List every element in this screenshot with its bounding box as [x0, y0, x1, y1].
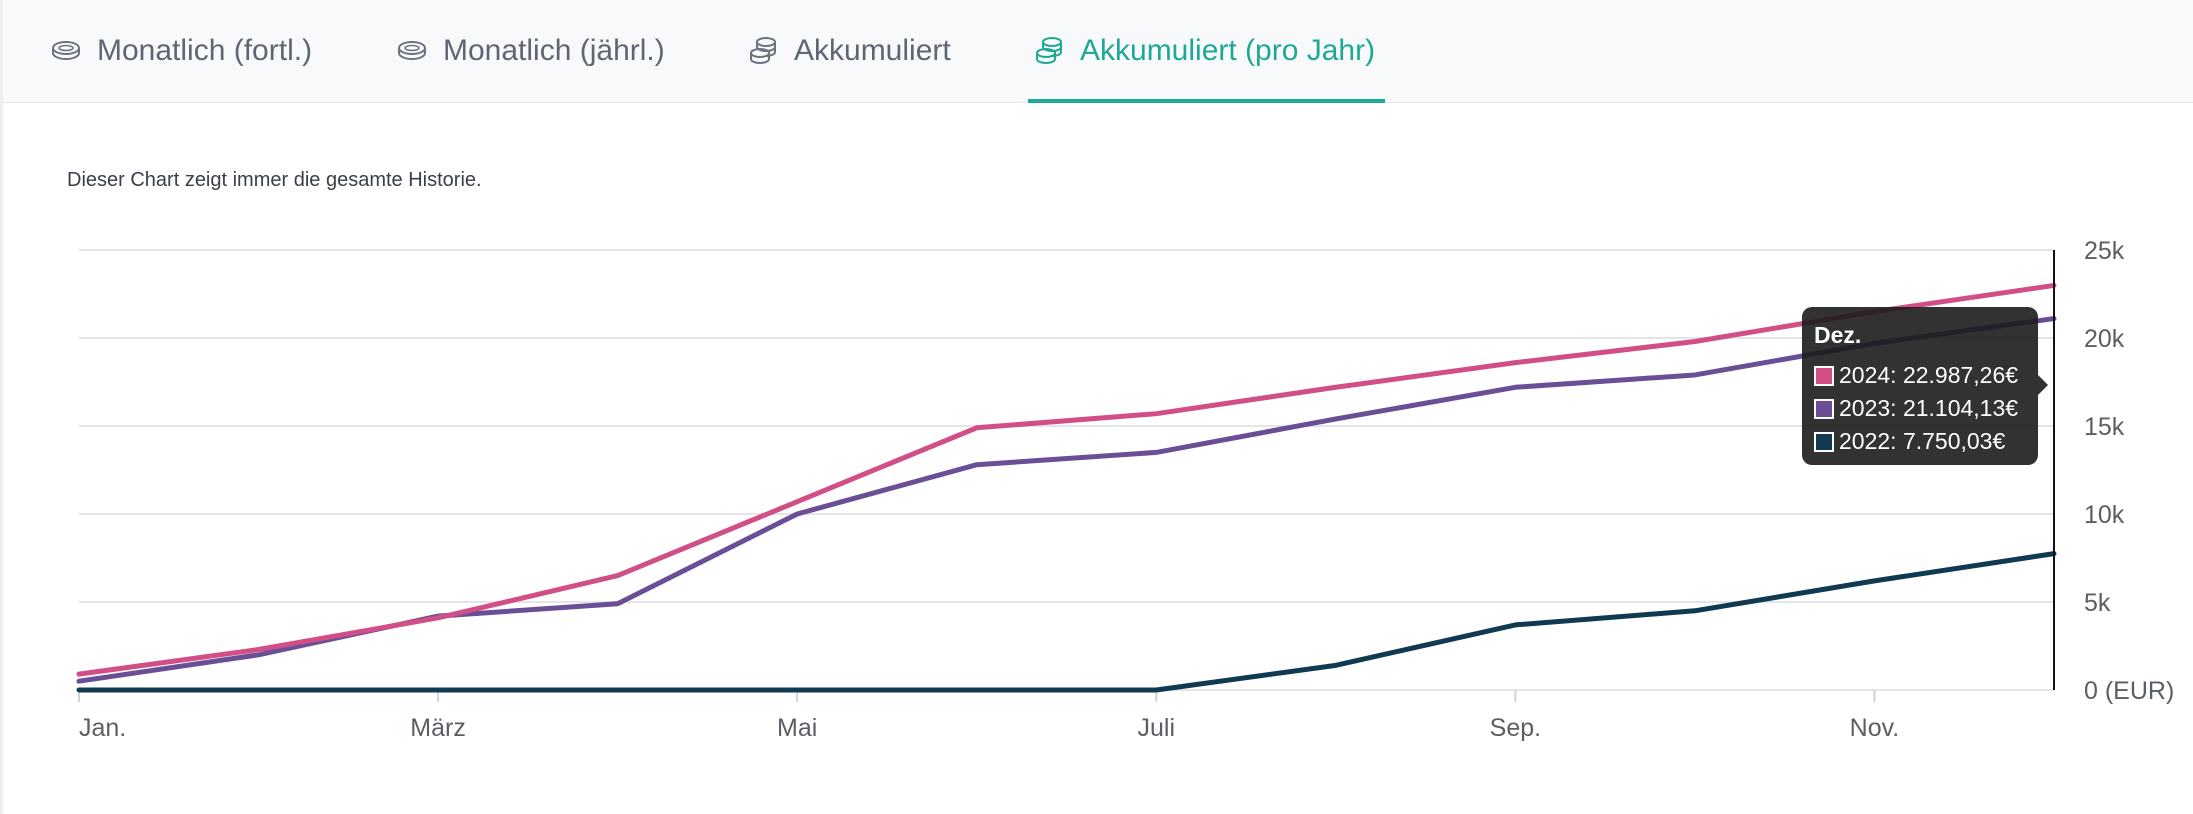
tab-akkumuliert[interactable]: Akkumuliert — [748, 0, 951, 102]
x-tick-label: März — [410, 714, 466, 742]
grid — [78, 249, 2054, 702]
x-tick-label: Mai — [777, 714, 817, 742]
tab-akkumuliert-pro-jahr[interactable]: Akkumuliert (pro Jahr) — [1027, 0, 1386, 103]
tab-bar: Monatlich (fortl.) Monatlich (jährl.) Ak… — [3, 0, 2193, 103]
tooltip-row: 2022: 7.750,03€ — [1814, 425, 2038, 458]
tick-labels: 0 (EUR) 5k 10k 15k 20k 25k Jan. März Mai Juli Sep.… — [79, 237, 2174, 742]
tooltip-value-2022: 2022: 7.750,03€ — [1839, 428, 2006, 454]
y-tick-label: 15k — [2084, 413, 2125, 441]
y-tick-label: 20k — [2084, 325, 2125, 353]
y-tick-label: 25k — [2084, 237, 2125, 265]
coin-icon — [397, 39, 427, 63]
series-line-2022 — [76, 551, 2057, 693]
x-tick-label: Jan. — [79, 714, 126, 742]
tab-monatlich-fortl[interactable]: Monatlich (fortl.) — [51, 0, 312, 102]
tab-label: Akkumuliert (pro Jahr) — [1080, 34, 1376, 67]
tab-monatlich-jaehrl[interactable]: Monatlich (jährl.) — [397, 0, 665, 102]
chart-note: Dieser Chart zeigt immer die gesamte His… — [67, 169, 482, 191]
tooltip-row: 2023: 21.104,13€ — [1814, 392, 2038, 425]
tooltip-swatch-2022 — [1814, 431, 1834, 452]
coin-stack-icon — [748, 36, 778, 66]
tooltip-value-2024: 2024: 22.987,26€ — [1839, 362, 2019, 388]
tab-label: Monatlich (jährl.) — [443, 34, 665, 67]
y-tick-label: 5k — [2084, 589, 2111, 617]
tab-label: Akkumuliert — [794, 34, 951, 67]
series-line-2024 — [76, 282, 2057, 677]
coin-icon — [51, 39, 81, 63]
y-tick-label: 10k — [2084, 501, 2125, 529]
tooltip-swatch-2024 — [1814, 365, 1834, 386]
series-lines — [76, 250, 2057, 693]
x-tick-label: Sep. — [1490, 714, 1541, 742]
tooltip-row: 2024: 22.987,26€ — [1814, 359, 2038, 392]
tooltip-title: Dez. — [1814, 322, 1862, 348]
tooltip-swatch-2023 — [1814, 398, 1834, 419]
x-tick-label: Nov. — [1850, 714, 1900, 742]
coin-stack-icon — [1034, 36, 1064, 66]
x-tick-label: Juli — [1138, 714, 1176, 742]
chart-tooltip: Dez. 2024: 22.987,26€ 2023: 21.104,13€ 2… — [1802, 307, 2048, 465]
tab-label: Monatlich (fortl.) — [97, 34, 313, 67]
y-tick-label: 0 (EUR) — [2084, 677, 2174, 705]
tooltip-value-2023: 2023: 21.104,13€ — [1839, 395, 2019, 421]
line-chart: 0 (EUR) 5k 10k 15k 20k 25k Jan. März Mai Juli Sep.… — [76, 237, 2174, 742]
